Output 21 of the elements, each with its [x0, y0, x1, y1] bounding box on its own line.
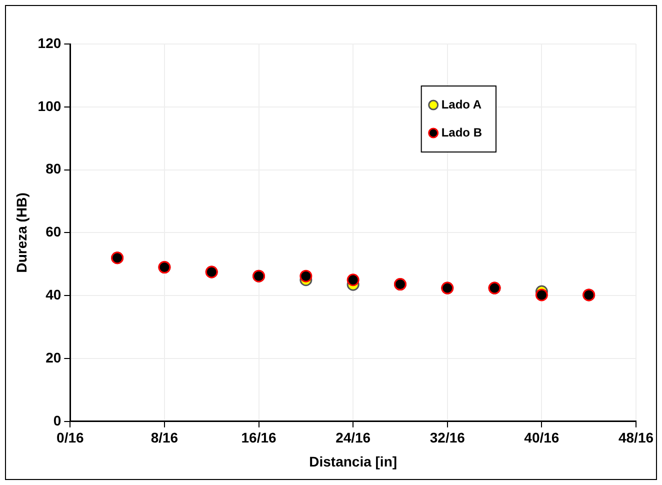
y-tick-label: 120 [38, 34, 62, 51]
legend-label: Lado A [441, 97, 482, 112]
y-tick-label: 0 [53, 412, 62, 428]
x-tick-label: 16/16 [241, 430, 276, 446]
y-axis-title: Dureza (HB) [13, 192, 30, 273]
point [300, 270, 312, 282]
y-tick-label: 60 [46, 224, 62, 240]
legend-label: Lado B [441, 125, 482, 140]
x-tick-label: 24/16 [336, 430, 371, 446]
point [346, 274, 360, 286]
point [535, 288, 548, 302]
x-axis-title: Distancia [in] [309, 453, 398, 470]
x-tick-label: 0/16 [56, 430, 84, 446]
y-tick-label: 20 [46, 349, 62, 366]
x-tick-label: 40/16 [524, 430, 560, 446]
x-tick-label: 32/16 [430, 430, 466, 446]
x-tick-label: 48/16 [618, 430, 654, 446]
y-tick-label: 80 [46, 160, 62, 177]
y-tick-label: 40 [46, 286, 62, 302]
x-tick-label: 8/16 [150, 430, 178, 446]
y-tick-label: 100 [38, 98, 62, 114]
